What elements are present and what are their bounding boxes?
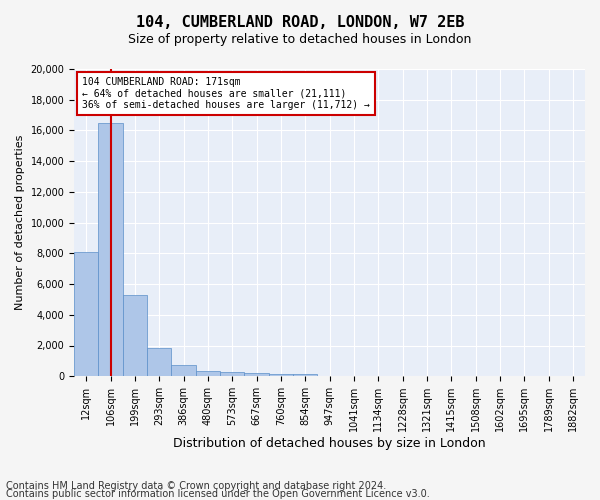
Bar: [196, 371, 220, 376]
Bar: [98, 123, 123, 376]
Bar: [269, 374, 293, 376]
Text: Contains public sector information licensed under the Open Government Licence v3: Contains public sector information licen…: [6, 489, 430, 499]
X-axis label: Distribution of detached houses by size in London: Distribution of detached houses by size …: [173, 437, 486, 450]
Text: 104 CUMBERLAND ROAD: 171sqm
← 64% of detached houses are smaller (21,111)
36% of: 104 CUMBERLAND ROAD: 171sqm ← 64% of det…: [82, 76, 370, 110]
Text: Size of property relative to detached houses in London: Size of property relative to detached ho…: [128, 32, 472, 46]
Bar: [244, 373, 269, 376]
Bar: [123, 295, 147, 376]
Bar: [220, 372, 244, 376]
Text: 104, CUMBERLAND ROAD, LONDON, W7 2EB: 104, CUMBERLAND ROAD, LONDON, W7 2EB: [136, 15, 464, 30]
Bar: [293, 374, 317, 376]
Y-axis label: Number of detached properties: Number of detached properties: [15, 135, 25, 310]
Bar: [74, 252, 98, 376]
Bar: [172, 366, 196, 376]
Text: Contains HM Land Registry data © Crown copyright and database right 2024.: Contains HM Land Registry data © Crown c…: [6, 481, 386, 491]
Bar: [147, 348, 172, 376]
